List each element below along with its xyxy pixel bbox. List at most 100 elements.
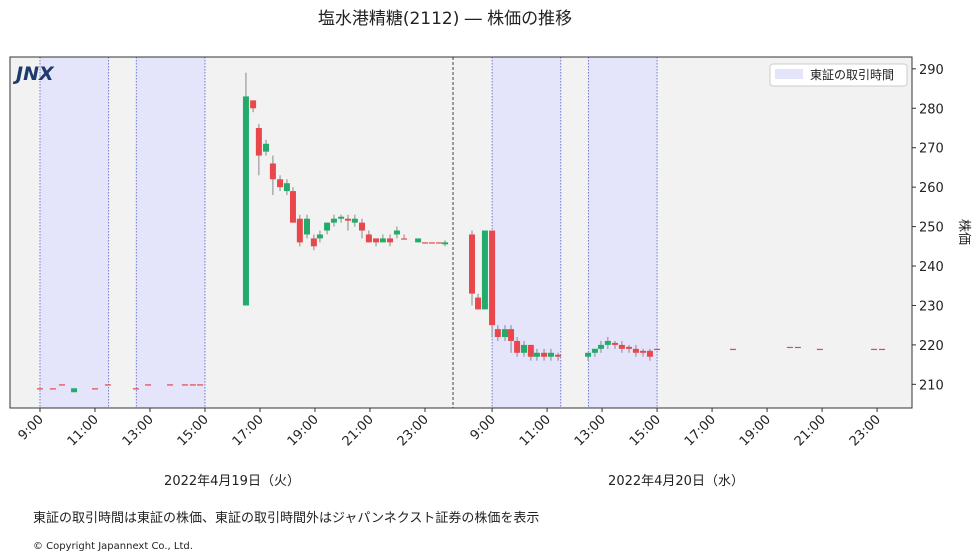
- candle-body: [263, 143, 270, 152]
- candle-body: [442, 242, 449, 245]
- candle-body: [277, 179, 284, 188]
- x-tick-label: 13:00: [120, 412, 157, 449]
- candle-body: [585, 352, 592, 357]
- x-tick-label: 9:00: [16, 412, 47, 443]
- candle-body: [533, 352, 540, 357]
- candle-body: [255, 127, 262, 156]
- candle-body: [359, 222, 365, 231]
- y-tick-label: 230: [919, 299, 944, 314]
- y-tick-label: 240: [919, 260, 944, 275]
- candle-body: [269, 163, 276, 180]
- date-label: 2022年4月20日（水）: [608, 474, 744, 489]
- session-band: [39, 57, 109, 408]
- candle-body: [351, 218, 358, 223]
- plot-layer: [36, 57, 886, 408]
- candle-body: [415, 238, 422, 243]
- candle-body: [729, 348, 736, 351]
- candle-body: [494, 329, 501, 338]
- candle-body: [167, 384, 174, 386]
- candle-body: [654, 348, 661, 351]
- candle-body: [330, 218, 337, 223]
- x-tick-label: 15:00: [627, 412, 664, 449]
- candle-body: [283, 183, 290, 192]
- date-label: 2022年4月19日（火）: [164, 474, 300, 489]
- candle-body: [181, 384, 188, 386]
- x-tick-label: 13:00: [572, 412, 609, 449]
- candle-body: [58, 384, 65, 386]
- candle-body: [197, 384, 204, 386]
- candle-body: [612, 342, 618, 345]
- candle-body: [618, 344, 625, 349]
- candle-body: [132, 388, 139, 390]
- candle-body: [365, 234, 372, 243]
- candle-body: [145, 384, 152, 386]
- candle-body: [640, 350, 647, 353]
- candle-body: [489, 230, 496, 326]
- candle-body: [632, 348, 639, 353]
- y-tick-label: 220: [919, 339, 944, 354]
- x-tick-label: 9:00: [468, 412, 499, 443]
- candle-body: [469, 234, 475, 294]
- candle-body: [541, 352, 548, 357]
- candle-body: [508, 329, 515, 341]
- candle-body: [310, 238, 317, 247]
- candle-body: [296, 218, 303, 243]
- candle-body: [428, 242, 435, 244]
- candle-body: [393, 230, 400, 235]
- x-tick-label: 23:00: [395, 412, 432, 449]
- session-band: [588, 57, 658, 408]
- candle-body: [547, 352, 554, 357]
- candle-body: [502, 329, 508, 338]
- candle-body: [250, 100, 257, 109]
- x-tick-label: 19:00: [737, 412, 774, 449]
- y-tick-label: 260: [919, 181, 944, 196]
- candle-body: [379, 238, 386, 243]
- legend-box: [769, 63, 908, 87]
- legend-swatch: [775, 69, 803, 79]
- candle-body: [794, 346, 801, 349]
- plot-frame: [9, 56, 913, 409]
- candle-body: [189, 384, 196, 386]
- candle-body: [591, 348, 598, 353]
- x-tick-label: 23:00: [847, 412, 884, 449]
- x-tick-label: 19:00: [285, 412, 322, 449]
- candle-body: [401, 238, 408, 240]
- candle-body: [520, 344, 527, 353]
- y-axis-label: 株価: [956, 219, 971, 245]
- candle-body: [475, 297, 482, 310]
- candle-body: [816, 348, 823, 351]
- candle-body: [104, 384, 111, 386]
- candle-body: [289, 191, 296, 223]
- chart-title: 塩水港精糖(2112) ― 株価の推移: [318, 9, 572, 29]
- candle-body: [316, 234, 323, 239]
- candle-body: [604, 340, 611, 345]
- candle-body: [871, 348, 878, 351]
- candle-body: [481, 230, 488, 310]
- x-tick-label: 21:00: [340, 412, 377, 449]
- candle-body: [514, 340, 521, 353]
- x-tick-label: 11:00: [65, 412, 102, 449]
- y-tick-label: 250: [919, 221, 944, 236]
- logo: JNX: [12, 63, 55, 85]
- candle-body: [421, 242, 428, 244]
- candle-body: [387, 238, 394, 243]
- candle-body: [91, 388, 98, 390]
- y-tick-label: 290: [919, 63, 944, 78]
- candle-body: [373, 238, 380, 243]
- x-tick-label: 21:00: [792, 412, 829, 449]
- candle-body: [555, 354, 562, 357]
- candle-body: [71, 388, 78, 393]
- candle-body: [879, 348, 886, 351]
- candle-body: [304, 218, 310, 235]
- x-tick-label: 11:00: [517, 412, 554, 449]
- x-tick-label: 17:00: [682, 412, 719, 449]
- session-band: [136, 57, 205, 408]
- candle-body: [338, 216, 345, 219]
- candle-body: [646, 350, 653, 357]
- candle-body: [324, 222, 331, 231]
- candle-body: [626, 346, 633, 349]
- candle-body: [242, 96, 249, 306]
- candle-body: [527, 344, 534, 357]
